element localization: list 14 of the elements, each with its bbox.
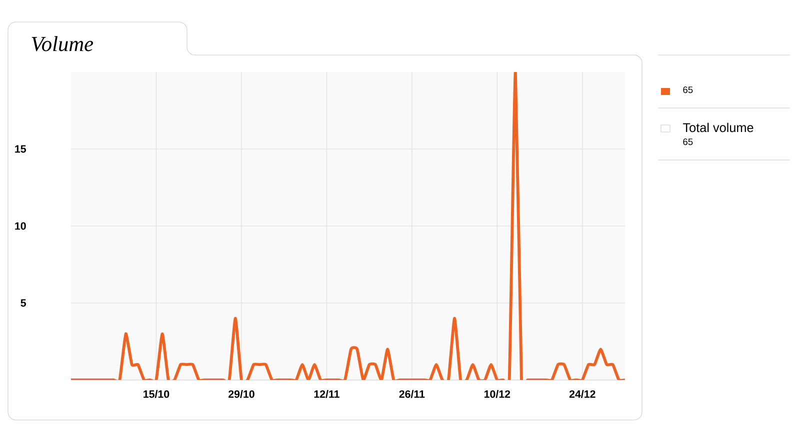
y-tick-label: 10 [15, 222, 26, 230]
x-tick-label: 24/12 [569, 390, 596, 398]
x-tick-label: 15/10 [144, 390, 170, 398]
y-tick-label: 5 [20, 299, 26, 307]
x-tick-label: 10/12 [484, 390, 510, 398]
text: Total volume [683, 122, 754, 132]
x-tick-label: 12/11 [314, 390, 340, 398]
x-tick-label: 29/10 [228, 390, 254, 398]
chart-title: Volume [32, 36, 94, 52]
y-tick-label: 15 [15, 145, 26, 153]
text: 65 [683, 86, 693, 94]
line-series [71, 72, 625, 380]
x-tick-label: 26/11 [399, 390, 425, 398]
text: 65 [683, 138, 693, 146]
